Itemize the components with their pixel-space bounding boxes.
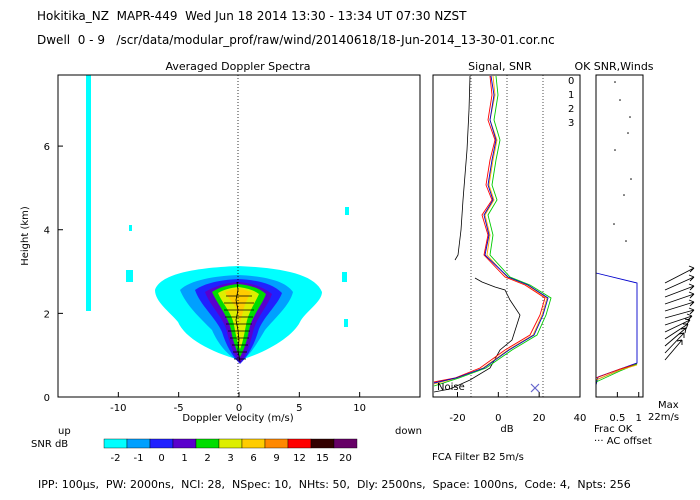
colorbar-label: 6 xyxy=(250,453,256,464)
ok-x-axis: 0.5 1 xyxy=(609,392,642,424)
colorbar-swatch xyxy=(333,438,358,449)
colorbar-label: 2 xyxy=(204,453,210,464)
colorbar-swatch xyxy=(287,438,312,449)
signal-frame xyxy=(432,74,581,398)
ok-curves xyxy=(595,81,638,386)
y-tick-label: 4 xyxy=(44,226,50,237)
signal-x-label: dB xyxy=(500,424,513,435)
noise-marker xyxy=(530,383,540,393)
clutter-spot xyxy=(129,225,132,231)
spectra-y-axis: 0 2 4 6 xyxy=(44,142,63,404)
colorbar-label: -2 xyxy=(111,453,121,464)
colorbar-label: 15 xyxy=(316,453,329,464)
spectra-panel: Averaged Doppler Spectra xyxy=(20,60,421,424)
series-0-trace xyxy=(433,75,546,383)
colorbar-swatch xyxy=(126,438,151,449)
colorbar-swatch xyxy=(195,438,220,449)
signal-trace-black xyxy=(433,277,521,393)
spectra-x-label: Doppler Velocity (m/s) xyxy=(182,413,293,424)
clutter-spot xyxy=(342,272,347,282)
noise-trace xyxy=(454,75,471,261)
noise-label: Noise xyxy=(437,382,465,393)
colorbar-label: 20 xyxy=(339,453,352,464)
ac-offset-label: ··· AC offset xyxy=(594,436,652,447)
header-subtitle: Dwell 0 - 9 /scr/data/modular_prof/raw/w… xyxy=(37,33,555,47)
legend-entry: 3 xyxy=(568,118,574,129)
frac-ok-trace xyxy=(595,272,638,386)
spectra-heatmap xyxy=(86,75,349,364)
spectra-peak-markers xyxy=(224,281,254,363)
snr-db-label: SNR dB xyxy=(31,439,68,450)
ac-offset-dots xyxy=(613,81,632,242)
colorbar-swatch xyxy=(172,438,197,449)
x-tick-label: 10 xyxy=(353,403,366,414)
legend-entry: 1 xyxy=(568,90,574,101)
x-tick-label: 5 xyxy=(296,403,302,414)
clutter-spot xyxy=(345,207,349,215)
y-tick-label: 2 xyxy=(44,309,50,320)
ok-trace-red xyxy=(595,363,638,379)
ok-frame xyxy=(595,74,644,398)
x-tick-label: 0 xyxy=(495,413,501,424)
colorbar-swatch xyxy=(149,438,174,449)
up-label: up xyxy=(58,426,71,437)
header-title: Hokitika_NZ MAPR-449 Wed Jun 18 2014 13:… xyxy=(37,9,467,23)
ok-snr-panel: OK SNR,Winds 0.5 1 Frac OK ··· AC offset xyxy=(574,60,653,447)
signal-x-axis: -20 0 20 40 xyxy=(449,392,586,424)
x-tick-label: 1 xyxy=(636,413,642,424)
x-tick-label: 0.5 xyxy=(609,413,625,424)
colorbar-swatch xyxy=(241,438,266,449)
wind-arrows xyxy=(664,265,695,361)
colorbar-swatch xyxy=(103,438,128,449)
x-tick-label: -5 xyxy=(174,403,184,414)
max-value: 22m/s xyxy=(648,412,679,423)
x-tick-label: -10 xyxy=(110,403,126,414)
x-tick-label: -20 xyxy=(449,413,465,424)
ok-trace-orange xyxy=(595,364,638,381)
fca-filter-label: FCA Filter B2 5m/s xyxy=(432,452,524,463)
x-tick-label: 20 xyxy=(533,413,546,424)
spectra-y-label: Height (km) xyxy=(20,206,31,266)
signal-curves: Noise xyxy=(433,75,552,393)
spectra-title: Averaged Doppler Spectra xyxy=(165,60,310,73)
clutter-spot xyxy=(344,319,348,327)
colorbar-label: 0 xyxy=(158,453,164,464)
snr-colorbar: -2 -1 0 1 2 3 6 9 12 15 20 xyxy=(103,438,358,464)
left-clutter-band xyxy=(86,75,91,311)
snr-level-yellow xyxy=(218,287,259,349)
max-label: Max xyxy=(658,400,679,411)
colorbar-label: 3 xyxy=(227,453,233,464)
legend-entry: 2 xyxy=(568,104,574,115)
clutter-spot xyxy=(126,270,133,282)
footer-params: IPP: 100µs, PW: 2000ns, NCI: 28, NSpec: … xyxy=(38,478,631,491)
signal-title: Signal, SNR xyxy=(468,60,532,73)
colorbar-swatch xyxy=(264,438,289,449)
colorbar-label: 12 xyxy=(293,453,306,464)
series-3-trace xyxy=(433,75,549,384)
colorbar-label: 9 xyxy=(273,453,279,464)
series-2-trace xyxy=(433,75,552,387)
colorbar-swatch xyxy=(218,438,243,449)
y-tick-label: 0 xyxy=(44,393,50,404)
ok-title: OK SNR,Winds xyxy=(574,60,653,73)
series-1-trace xyxy=(433,75,548,385)
down-label: down xyxy=(395,426,422,437)
x-tick-label: 0 xyxy=(236,403,242,414)
spectra-x-axis: -10 -5 0 5 10 xyxy=(110,392,366,414)
x-tick-label: 40 xyxy=(574,413,587,424)
colorbar-label: 1 xyxy=(181,453,187,464)
y-tick-label: 6 xyxy=(44,142,50,153)
signal-panel: Signal, SNR 0 1 2 3 Noise -20 0 20 40 dB xyxy=(432,60,586,435)
legend-entry: 0 xyxy=(568,76,574,87)
frac-ok-label: Frac OK xyxy=(594,424,633,435)
colorbar-label: -1 xyxy=(134,453,144,464)
signal-legend: 0 1 2 3 xyxy=(568,76,574,129)
colorbar-swatch xyxy=(310,438,335,449)
